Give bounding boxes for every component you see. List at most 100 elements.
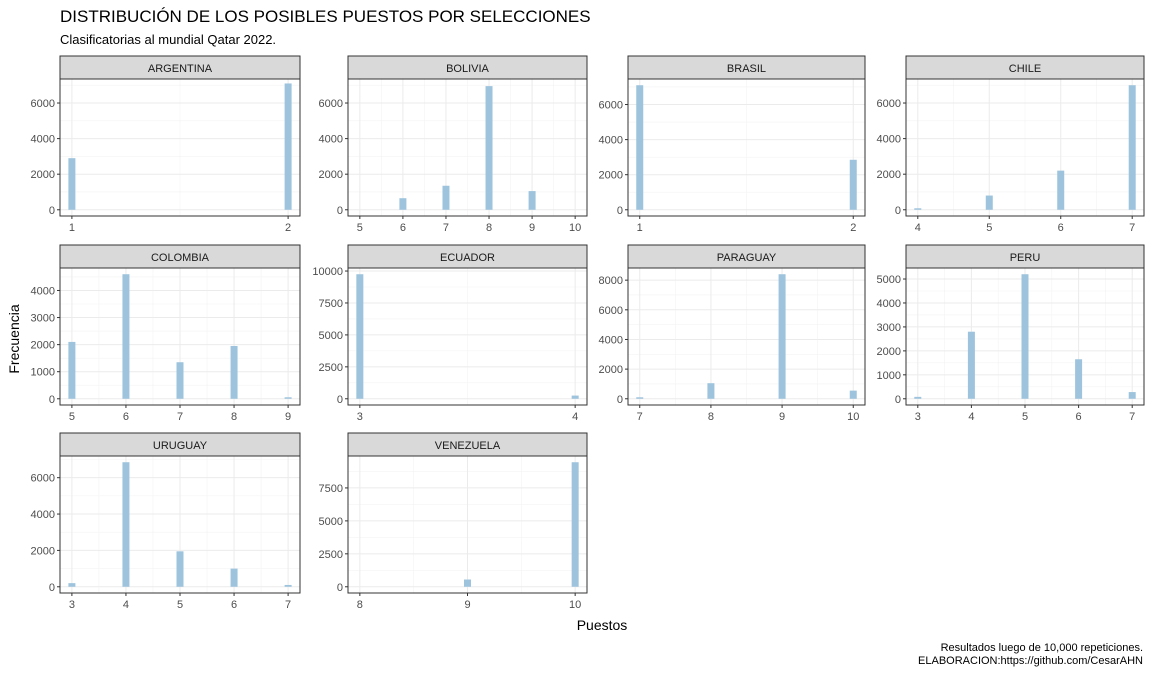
y-tick-label: 4000: [31, 285, 55, 297]
panel-strip-label: COLOMBIA: [151, 252, 210, 264]
y-tick-label: 8000: [599, 275, 623, 287]
bar: [778, 274, 786, 399]
x-tick-label: 7: [177, 411, 183, 423]
y-tick-label: 1000: [31, 367, 55, 379]
y-tick-label: 0: [617, 205, 623, 217]
bar: [636, 85, 644, 210]
x-tick-label: 5: [357, 222, 363, 234]
y-tick-label: 6000: [599, 305, 623, 317]
x-tick-label: 1: [69, 222, 75, 234]
y-tick-label: 2000: [599, 170, 623, 182]
x-tick-label: 9: [529, 222, 535, 234]
panel-venezuela: VENEZUELA 0 2500 5000 7500 8 9 10: [319, 432, 588, 611]
y-tick-label: 0: [337, 205, 343, 217]
panel-border: [905, 78, 1145, 217]
bar: [68, 341, 76, 399]
bar: [1128, 85, 1136, 210]
bar: [1128, 392, 1136, 399]
y-tick-label: 2000: [599, 364, 623, 376]
x-tick-label: 5: [69, 411, 75, 423]
panel-chile: CHILE 0 2000 4000 6000 4 5 6 7: [877, 55, 1145, 234]
x-tick-label: 7: [1129, 222, 1135, 234]
y-tick-label: 4000: [319, 134, 343, 146]
bar: [1057, 170, 1065, 210]
x-tick-label: 10: [569, 222, 581, 234]
caption-line-1: Resultados luego de 10,000 repeticiones.: [941, 642, 1143, 654]
panel-strip-label: ARGENTINA: [148, 63, 213, 75]
y-tick-label: 2500: [319, 549, 343, 561]
panel-brasil: BRASIL 0 2000 4000 6000 1 2: [599, 55, 866, 234]
x-tick-label: 8: [231, 411, 237, 423]
bar: [176, 362, 184, 399]
bar: [284, 584, 292, 587]
bar: [528, 191, 536, 210]
y-tick-label: 3000: [31, 313, 55, 325]
panel-border: [347, 78, 588, 217]
panel-peru: PERU 0 1000 2000 3000 4000 5000 3 4 5 6 7: [877, 244, 1145, 423]
y-tick-label: 7500: [319, 298, 343, 310]
panel-strip-label: URUGUAY: [153, 440, 208, 452]
y-tick-label: 10000: [312, 266, 343, 278]
panel-strip-label: PERU: [1010, 252, 1041, 264]
y-tick-label: 4000: [599, 135, 623, 147]
bar: [1075, 359, 1083, 399]
bar: [230, 345, 238, 399]
x-tick-label: 9: [464, 599, 470, 611]
bar: [176, 551, 184, 587]
y-tick-label: 2000: [31, 545, 55, 557]
y-axis-label: Frecuencia: [6, 304, 22, 373]
bar: [68, 583, 76, 587]
x-tick-label: 10: [569, 599, 581, 611]
bar: [707, 383, 715, 399]
x-tick-label: 6: [400, 222, 406, 234]
x-tick-label: 8: [486, 222, 492, 234]
x-tick-label: 4: [968, 411, 974, 423]
y-tick-label: 2000: [31, 169, 55, 181]
x-tick-label: 6: [231, 599, 237, 611]
x-tick-label: 4: [915, 222, 921, 234]
panel-border: [627, 78, 866, 217]
bar: [230, 568, 238, 587]
panel-strip-label: BOLIVIA: [446, 63, 489, 75]
bar: [985, 195, 993, 210]
y-tick-label: 0: [895, 394, 901, 406]
y-tick-label: 4000: [877, 298, 901, 310]
x-tick-label: 3: [915, 411, 921, 423]
y-tick-label: 5000: [877, 274, 901, 286]
y-tick-label: 2000: [319, 169, 343, 181]
panel-strip-label: CHILE: [1009, 63, 1041, 75]
bar: [571, 395, 579, 399]
y-tick-label: 4000: [31, 509, 55, 521]
x-tick-label: 2: [285, 222, 291, 234]
y-tick-label: 5000: [319, 330, 343, 342]
bar: [284, 83, 292, 210]
y-tick-label: 0: [337, 394, 343, 406]
y-tick-label: 5000: [319, 516, 343, 528]
bar: [122, 462, 130, 587]
panel-argentina: ARGENTINA 0 2000 4000 6000 1 2: [31, 55, 301, 234]
panel-bolivia: BOLIVIA 0 2000 4000 6000 5 6 7 8 9 10: [319, 55, 588, 234]
y-tick-label: 4000: [877, 134, 901, 146]
x-tick-label: 10: [847, 411, 859, 423]
y-tick-label: 4000: [31, 134, 55, 146]
panel-border: [347, 455, 588, 594]
y-tick-label: 0: [895, 205, 901, 217]
bar: [967, 331, 975, 399]
x-tick-label: 4: [572, 411, 578, 423]
y-tick-label: 2000: [877, 346, 901, 358]
x-tick-label: 6: [123, 411, 129, 423]
panel-border: [59, 455, 301, 594]
x-tick-label: 9: [779, 411, 785, 423]
x-tick-label: 8: [357, 599, 363, 611]
x-tick-label: 5: [177, 599, 183, 611]
panel-strip-label: VENEZUELA: [435, 440, 501, 452]
x-tick-label: 5: [986, 222, 992, 234]
y-tick-label: 1000: [877, 370, 901, 382]
y-tick-label: 0: [49, 582, 55, 594]
bar: [914, 208, 922, 210]
x-tick-label: 6: [1058, 222, 1064, 234]
panel-paraguay: PARAGUAY 0 2000 4000 6000 8000 7 8 9 10: [599, 244, 866, 423]
x-tick-label: 8: [708, 411, 714, 423]
y-tick-label: 2000: [877, 169, 901, 181]
panel-uruguay: URUGUAY 0 2000 4000 6000 3 4 5 6 7: [31, 432, 301, 611]
